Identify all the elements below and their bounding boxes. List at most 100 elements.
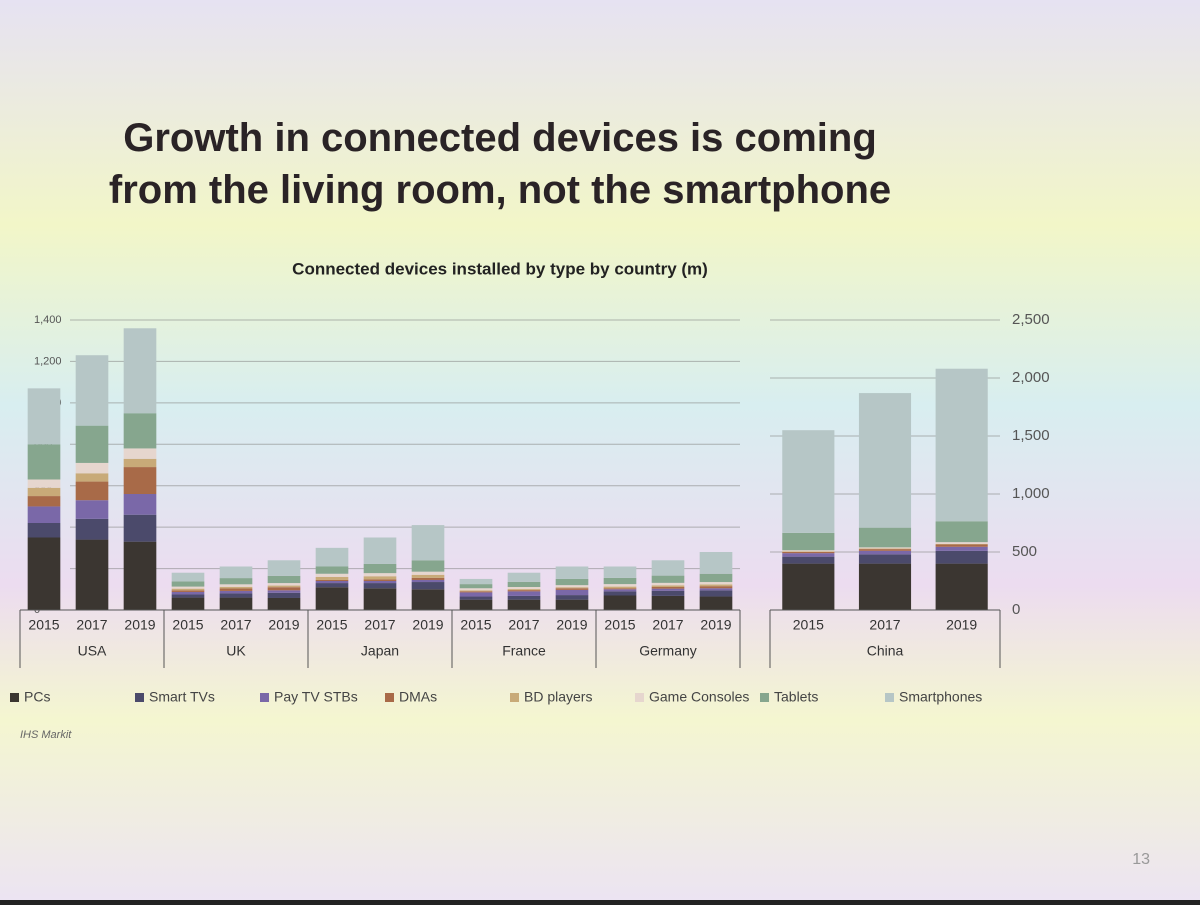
group-label: Germany <box>639 643 697 659</box>
bar-segment <box>603 591 637 596</box>
bar-segment <box>27 479 61 488</box>
x-tick-label: 2019 <box>946 617 977 633</box>
legend-swatch <box>10 693 19 702</box>
legend-swatch <box>385 693 394 702</box>
bar-segment <box>267 585 301 588</box>
slide-title: Growth in connected devices is coming fro… <box>109 116 891 212</box>
bar-segment <box>171 588 205 591</box>
bar-segment <box>171 591 205 595</box>
bar-segment <box>171 586 205 589</box>
bar-segment <box>507 590 541 592</box>
bar-segment <box>651 582 685 586</box>
bar-segment <box>507 591 541 596</box>
bar-segment <box>219 566 253 579</box>
bar-segment <box>315 587 349 610</box>
bar-segment <box>699 588 733 591</box>
bar-segment <box>315 566 349 574</box>
bar-segment <box>219 588 253 591</box>
bar-segment <box>267 597 301 610</box>
bar-segment <box>858 547 912 549</box>
x-tick-label: 2015 <box>604 617 635 633</box>
x-tick-label: 2017 <box>220 617 251 633</box>
x-tick-label: 2017 <box>76 617 107 633</box>
bar-segment <box>315 583 349 588</box>
bar-segment <box>75 481 109 501</box>
bar-segment <box>27 506 61 523</box>
x-tick-label: 2017 <box>652 617 683 633</box>
bar-segment <box>507 589 541 591</box>
bar-segment <box>782 556 835 564</box>
bar-segment <box>699 586 733 589</box>
bar-segment <box>123 458 157 468</box>
legend-swatch <box>635 693 644 702</box>
x-tick-label: 2019 <box>700 617 731 633</box>
bar-segment <box>123 328 157 414</box>
bar-segment <box>219 597 253 610</box>
bar-segment <box>651 587 685 589</box>
bar-segment <box>315 576 349 580</box>
bar-segment <box>555 566 589 579</box>
bar-segment <box>123 514 157 542</box>
bar-segment <box>782 532 835 551</box>
bar-segment <box>603 588 637 590</box>
legend-label: Pay TV STBs <box>274 689 358 705</box>
bar-segment <box>651 585 685 588</box>
bar-segment <box>219 584 253 587</box>
bar-segment <box>858 393 912 528</box>
bar-segment <box>507 595 541 600</box>
legend-label: Game Consoles <box>649 689 749 705</box>
y-tick-label: 1,200 <box>34 355 62 367</box>
bar-segment <box>603 584 637 587</box>
y-tick-label: 0 <box>1012 601 1020 618</box>
bar-segment <box>858 554 912 564</box>
bar-segment <box>27 444 61 480</box>
bar-segment <box>459 584 493 589</box>
bar-segment <box>699 590 733 597</box>
legend-label: PCs <box>24 689 50 705</box>
bar-segment <box>123 413 157 449</box>
bar-segment <box>75 355 109 426</box>
bar-segment <box>171 597 205 610</box>
bar-segment <box>459 578 493 585</box>
bar-segment <box>459 596 493 600</box>
bar-segment <box>603 589 637 592</box>
bar-segment <box>459 588 493 591</box>
legend-label: DMAs <box>399 689 437 705</box>
bar-segment <box>699 584 733 587</box>
bar-segment <box>267 583 301 586</box>
bar-segment <box>267 560 301 576</box>
bar-segment <box>555 588 589 590</box>
x-tick-label: 2017 <box>364 617 395 633</box>
bar-segment <box>782 430 835 533</box>
bar-segment <box>858 548 912 550</box>
bar-segment <box>75 425 109 463</box>
bar-segment <box>363 576 397 580</box>
bar-segment <box>411 574 445 578</box>
group-label: France <box>502 643 546 659</box>
bar-segment <box>782 563 835 610</box>
bar-segment <box>411 579 445 583</box>
bar-segment <box>935 544 988 547</box>
bar-segment <box>363 563 397 574</box>
bar-segment <box>651 588 685 591</box>
legend-swatch <box>260 693 269 702</box>
legend-swatch <box>760 693 769 702</box>
bar-segment <box>935 550 988 564</box>
bar-segment <box>123 541 157 610</box>
y-tick-label: 2,500 <box>1012 311 1050 328</box>
bar-segment <box>459 599 493 610</box>
bar-segment <box>555 587 589 589</box>
bar-segment <box>75 500 109 519</box>
bar-segment <box>171 590 205 592</box>
bar-segment <box>219 590 253 594</box>
bar-segment <box>27 523 61 538</box>
page-number: 13 <box>1132 851 1150 868</box>
bar-segment <box>935 521 988 543</box>
bar-segment <box>935 543 988 545</box>
bar-segment <box>935 368 988 522</box>
x-tick-label: 2019 <box>268 617 299 633</box>
bar-segment <box>363 573 397 577</box>
